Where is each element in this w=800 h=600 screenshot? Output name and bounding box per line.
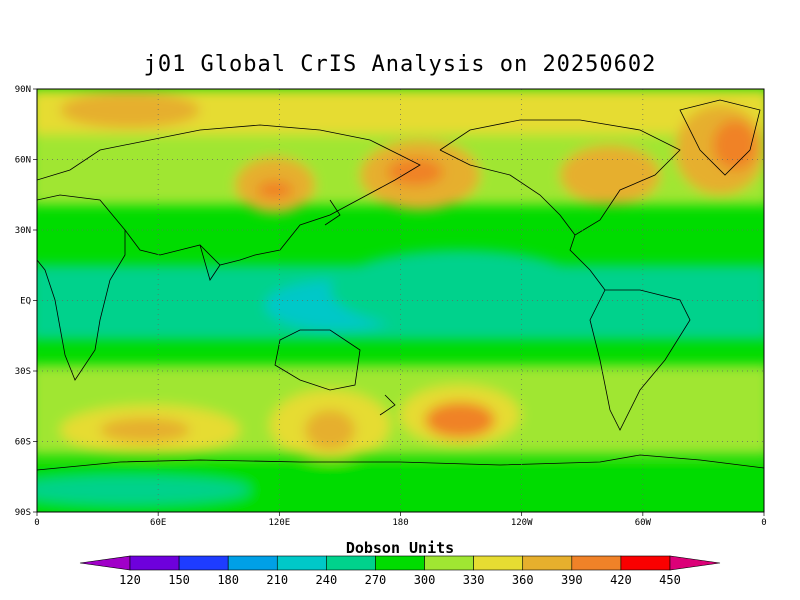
lon-label: 120W — [511, 518, 533, 528]
colorbar-level-label: 210 — [266, 573, 288, 587]
lon-label: 0 — [761, 518, 766, 528]
colorbar-level-label: 300 — [414, 573, 436, 587]
colorbar-segment — [276, 555, 327, 571]
lat-label: 90S — [15, 508, 31, 518]
colorbar-level-label: 150 — [168, 573, 190, 587]
colorbar-over-arrow — [669, 555, 721, 571]
coast-antarctica — [37, 454, 764, 471]
coast-south-america — [589, 289, 691, 431]
map-gridlines — [33, 88, 765, 516]
coast-africa — [37, 194, 126, 381]
coast-australia — [274, 329, 361, 391]
lat-label: 90N — [15, 85, 31, 95]
coast-greenland — [679, 99, 761, 176]
coast-japan — [324, 199, 341, 226]
lat-label: 60S — [15, 438, 31, 448]
colorbar-under-arrow — [79, 555, 131, 571]
colorbar-segment — [375, 555, 425, 571]
coast-alaska-west — [439, 149, 576, 236]
colorbar-segment — [522, 555, 573, 571]
colorbar-labels: 120 150 180 210 240 270 300 330 360 390 420 450 — [119, 573, 681, 587]
colorbar-title: Dobson Units — [346, 539, 454, 557]
colorbar-level-label: 270 — [365, 573, 387, 587]
lat-label: 30S — [15, 367, 31, 377]
colorbar-level-label: 450 — [659, 573, 681, 587]
field-arctic-orange-1 — [60, 92, 200, 128]
colorbar-level-label: 180 — [217, 573, 239, 587]
colorbar-segment — [571, 555, 622, 571]
field-greenland-high — [713, 120, 757, 170]
colorbar-segment — [129, 555, 180, 571]
colorbar-segment — [227, 555, 278, 571]
field-kamchatka-high — [387, 158, 443, 186]
latitude-labels: 90N 60N 30N EQ 30S 60S 90S — [15, 85, 31, 518]
map-frame — [36, 88, 765, 513]
field-canada-orange — [560, 145, 660, 205]
colorbar-level-label: 390 — [561, 573, 583, 587]
coastlines — [37, 99, 764, 471]
colorbar-level-label: 120 — [119, 573, 141, 587]
lon-label: 180 — [392, 518, 408, 528]
chart-title: j01 Global CrIS Analysis on 20250602 — [143, 52, 657, 77]
colorbar-level-label: 330 — [463, 573, 485, 587]
coast-north-america — [439, 119, 681, 291]
longitude-labels: 0 60E 120E 180 120W 60W 0 — [34, 518, 766, 528]
lat-label: 60N — [15, 156, 31, 166]
lon-label: 120E — [268, 518, 290, 528]
field-south-orange-2 — [305, 410, 355, 450]
lat-label: 30N — [15, 226, 31, 236]
coast-nz — [379, 394, 396, 416]
coast-eurasia — [37, 124, 421, 266]
colorbar-segment — [620, 555, 671, 571]
colorbar-segment — [473, 555, 524, 571]
field-south-orange-3 — [425, 402, 495, 438]
colorbar-level-label: 420 — [610, 573, 632, 587]
colorbar-segment — [178, 555, 229, 571]
field-antarctic-teal — [37, 476, 250, 504]
ozone-field — [37, 89, 764, 512]
lon-label: 0 — [34, 518, 39, 528]
field-asia-high — [257, 181, 293, 199]
colorbar-level-label: 240 — [316, 573, 338, 587]
colorbar — [79, 555, 721, 571]
coast-india — [199, 244, 221, 281]
field-pacific-teal — [330, 250, 590, 330]
colorbar-segment — [326, 555, 376, 571]
colorbar-segment — [424, 555, 474, 571]
field-south-orange-1 — [100, 418, 190, 442]
lat-label: EQ — [20, 297, 31, 307]
lon-label: 60W — [635, 518, 652, 528]
lon-label: 60E — [150, 518, 166, 528]
colorbar-level-label: 360 — [512, 573, 534, 587]
